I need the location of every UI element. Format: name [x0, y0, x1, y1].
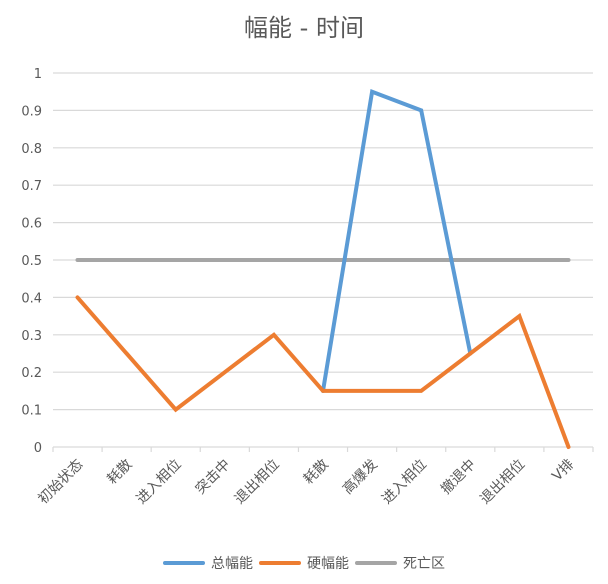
y-tick-label: 0: [34, 441, 42, 456]
y-tick-label: 0.4: [21, 291, 42, 306]
legend: 总幅能 硬幅能 死亡区: [0, 553, 608, 573]
x-tick-label: 高爆发: [339, 456, 381, 498]
legend-item-hard: 硬幅能: [259, 553, 349, 573]
x-tick-label: 耗散: [301, 457, 332, 488]
legend-label-total: 总幅能: [211, 556, 253, 572]
y-tick-label: 0.6: [21, 217, 42, 232]
y-axis-ticks: 0 0.1 0.2 0.3 0.4 0.5 0.6 0.7 0.8 0.9 1: [21, 67, 42, 456]
x-tick-label: 退出相位: [232, 457, 283, 508]
y-tick-label: 1: [34, 67, 42, 82]
x-tick-label: 进入相位: [379, 457, 430, 508]
y-tick-label: 0.7: [21, 179, 42, 194]
legend-label-deathzone: 死亡区: [403, 556, 445, 572]
x-tick-label: 初始状态: [35, 456, 87, 508]
legend-label-hard: 硬幅能: [307, 556, 349, 572]
x-tick-label: V排: [549, 457, 577, 485]
legend-swatch-total: [163, 561, 205, 565]
x-tick-label: 退出相位: [477, 457, 528, 508]
series-lines: [75, 88, 571, 449]
legend-item-deathzone: 死亡区: [355, 553, 445, 573]
chart-title: 幅能 - 时间: [244, 14, 364, 42]
gridlines: [53, 72, 593, 411]
x-axis: [52, 446, 594, 452]
x-tick-label: 突击中: [193, 457, 234, 498]
series-line-1: [75, 295, 571, 449]
series-line-0: [321, 88, 473, 393]
x-tick-label: 耗散: [104, 457, 135, 488]
y-tick-label: 0.1: [21, 404, 42, 419]
y-tick-label: 0.5: [21, 254, 42, 269]
legend-swatch-deathzone: [355, 561, 397, 565]
y-tick-label: 0.9: [21, 104, 42, 119]
x-tick-label: 进入相位: [134, 457, 185, 508]
x-tick-label: 撤退中: [438, 457, 479, 498]
legend-swatch-hard: [259, 561, 301, 565]
y-tick-label: 0.2: [21, 366, 42, 381]
y-tick-label: 0.3: [21, 329, 42, 344]
y-tick-label: 0.8: [21, 142, 42, 157]
legend-item-total: 总幅能: [163, 553, 253, 573]
